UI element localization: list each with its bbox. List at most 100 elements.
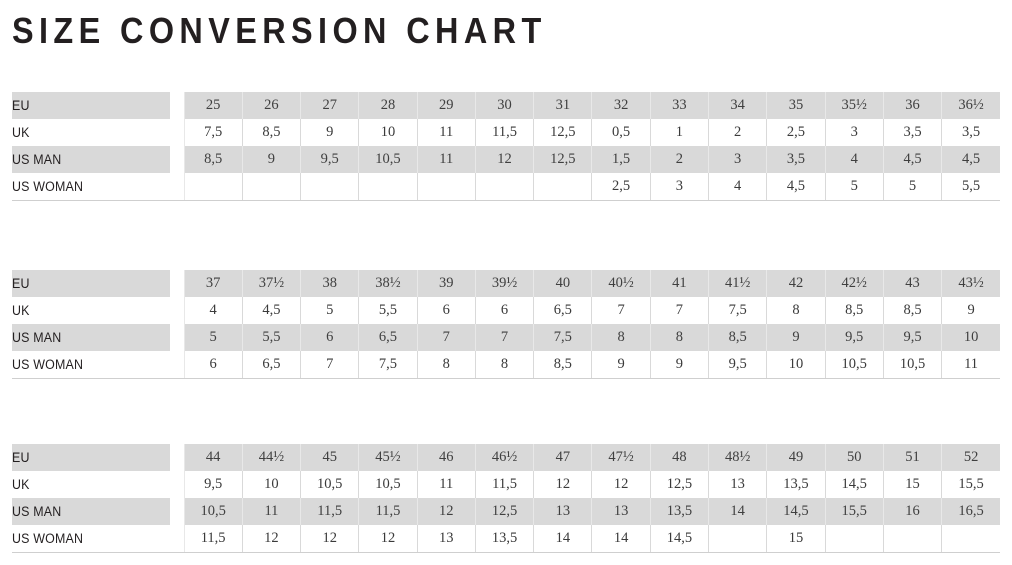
size-cell: 1,5: [591, 146, 651, 173]
size-cell: 29: [417, 92, 476, 119]
row-label-us-man: US MAN: [12, 498, 171, 525]
size-cell: 9: [591, 351, 651, 379]
size-cell: 6,5: [533, 297, 593, 324]
table-row: EU 25 26 27 28 29 30 31 32 33 34 35 35½ 36 36½: [12, 92, 1000, 119]
size-cell: [358, 173, 418, 201]
size-cell: 9,5: [184, 471, 243, 498]
size-cell: 35: [766, 92, 826, 119]
size-cell: 37½: [242, 270, 302, 297]
size-cell: 12,5: [533, 146, 593, 173]
size-cell: 8: [417, 351, 476, 379]
size-cell: 11,5: [475, 119, 535, 146]
size-cell: 46: [417, 444, 476, 471]
size-cell: 6,5: [242, 351, 302, 379]
size-cell: 2,5: [766, 119, 826, 146]
table-row: US WOMAN 2,5 3 4 4,5 5 5 5,5: [12, 173, 1000, 201]
size-cell: 41½: [708, 270, 768, 297]
size-cell: 16,5: [941, 498, 1000, 525]
size-cell: 5,5: [941, 173, 1000, 201]
row-label-eu: EU: [12, 92, 171, 119]
size-cell: 42: [766, 270, 826, 297]
size-cell: 4,5: [883, 146, 943, 173]
size-cell: [883, 525, 943, 553]
size-cell: 27: [300, 92, 360, 119]
size-cell: 10: [766, 351, 826, 379]
size-cell: 11: [417, 471, 476, 498]
size-cell: 7,5: [358, 351, 418, 379]
size-cell: 6: [184, 351, 243, 379]
size-cell: 3: [650, 173, 710, 201]
size-cell: [184, 173, 243, 201]
conversion-table-3: EU 44 44½ 45 45½ 46 46½ 47 47½ 48 48½ 49 50 51 52 UK 9,5…: [12, 444, 1000, 553]
size-cell: 44½: [242, 444, 302, 471]
size-cell: 6: [475, 297, 535, 324]
page-title: SIZE CONVERSION CHART: [12, 10, 547, 51]
size-cell: 12,5: [475, 498, 535, 525]
size-cell: 50: [825, 444, 884, 471]
size-cell: 41: [650, 270, 710, 297]
row-label-us-woman: US WOMAN: [12, 525, 171, 553]
table-row: UK 9,5 10 10,5 10,5 11 11,5 12 12 12,5 13 13,5 14,5 1…: [12, 471, 1000, 498]
size-cell: [708, 525, 768, 553]
size-cell: 10,5: [358, 471, 418, 498]
size-cell: 7: [591, 297, 651, 324]
size-cell: 30: [475, 92, 535, 119]
size-cell: 15: [766, 525, 826, 553]
size-cell: 10,5: [358, 146, 418, 173]
size-cell: 8: [650, 324, 710, 351]
size-cell: 39: [417, 270, 476, 297]
size-cell: 51: [883, 444, 943, 471]
size-cell: 10: [941, 324, 1000, 351]
size-cell: 2,5: [591, 173, 651, 201]
row-label-us-woman: US WOMAN: [12, 173, 171, 201]
size-cell: 47½: [591, 444, 651, 471]
size-cell: 48: [650, 444, 710, 471]
size-cell: 14: [708, 498, 768, 525]
size-cell: 10: [358, 119, 418, 146]
size-cell: 5: [883, 173, 943, 201]
size-cell: 4: [184, 297, 243, 324]
size-cell: [242, 173, 302, 201]
size-cell: 8: [591, 324, 651, 351]
conversion-table-1: EU 25 26 27 28 29 30 31 32 33 34 35 35½ 36 36½ UK 7,5 8,5…: [12, 92, 1000, 201]
size-cell: 11,5: [300, 498, 360, 525]
size-cell: 9,5: [883, 324, 943, 351]
size-cell: 5,5: [242, 324, 302, 351]
size-cell: 12: [242, 525, 302, 553]
size-cell: 4: [825, 146, 884, 173]
size-cell: 28: [358, 92, 418, 119]
size-cell: 4,5: [766, 173, 826, 201]
size-cell: [825, 525, 884, 553]
size-cell: 11,5: [475, 471, 535, 498]
conversion-table-2-body: EU 37 37½ 38 38½ 39 39½ 40 40½ 41 41½ 42 42½ 43 43½ UK 4…: [12, 270, 1000, 379]
size-cell: 48½: [708, 444, 768, 471]
size-cell: 3: [825, 119, 884, 146]
size-cell: 11,5: [358, 498, 418, 525]
size-cell: 4,5: [941, 146, 1000, 173]
conversion-table-3-body: EU 44 44½ 45 45½ 46 46½ 47 47½ 48 48½ 49 50 51 52 UK 9,5…: [12, 444, 1000, 553]
size-cell: 12,5: [650, 471, 710, 498]
size-cell: 3,5: [941, 119, 1000, 146]
size-cell: 13: [417, 525, 476, 553]
size-cell: 8: [475, 351, 535, 379]
size-cell: 5: [184, 324, 243, 351]
size-cell: 12: [358, 525, 418, 553]
conversion-table-1-body: EU 25 26 27 28 29 30 31 32 33 34 35 35½ 36 36½ UK 7,5 8,5…: [12, 92, 1000, 201]
size-cell: 7: [300, 351, 360, 379]
size-cell: 9,5: [825, 324, 884, 351]
size-cell: 0,5: [591, 119, 651, 146]
size-cell: 3,5: [883, 119, 943, 146]
size-cell: 6: [300, 324, 360, 351]
size-cell: 7: [417, 324, 476, 351]
table-row: EU 37 37½ 38 38½ 39 39½ 40 40½ 41 41½ 42 42½ 43 43½: [12, 270, 1000, 297]
size-cell: 2: [708, 119, 768, 146]
size-cell: 16: [883, 498, 943, 525]
size-cell: 8,5: [242, 119, 302, 146]
size-cell: 11: [417, 146, 476, 173]
size-cell: 9,5: [708, 351, 768, 379]
size-cell: 42½: [825, 270, 884, 297]
size-cell: 11: [941, 351, 1000, 379]
size-cell: 7,5: [533, 324, 593, 351]
size-cell: 3: [708, 146, 768, 173]
size-cell: 7: [650, 297, 710, 324]
